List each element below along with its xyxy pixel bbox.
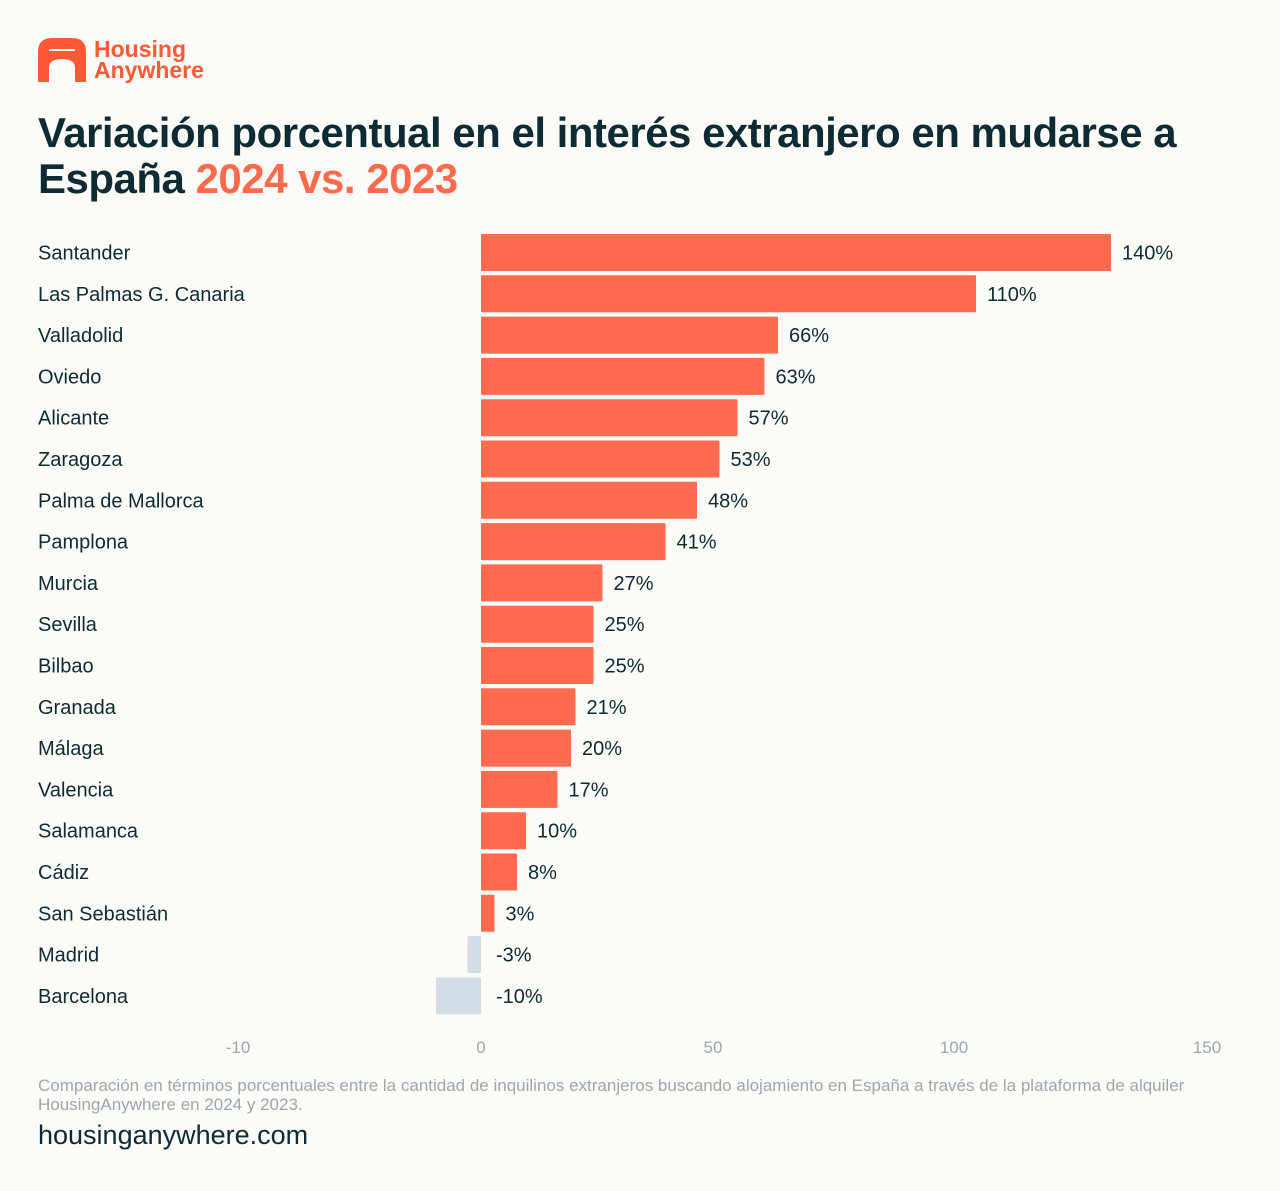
bar-chart: Santander 140% Las Palmas G. Canaria 110% Va… [38, 234, 1221, 1057]
category-label: Bilbao [38, 656, 94, 678]
category-label: Málaga [38, 738, 104, 760]
brand-name: Housing Anywhere [94, 36, 204, 83]
chart-title: Variación porcentual en el interés extra… [38, 110, 1248, 202]
x-tick-label: 50 [704, 1038, 723, 1057]
bar [481, 357, 765, 395]
category-label: Santander [38, 243, 131, 265]
value-label: 25% [605, 614, 645, 636]
bar [436, 977, 481, 1015]
brand-logo: Housing Anywhere [38, 38, 204, 82]
value-label: 17% [569, 779, 609, 801]
bar [481, 729, 571, 767]
value-label: 53% [731, 449, 771, 471]
website-url: housinganywhere.com [38, 1120, 309, 1150]
category-label: Sevilla [38, 614, 98, 636]
category-label: Oviedo [38, 366, 101, 388]
value-label: 110% [987, 284, 1037, 306]
housinganywhere-logo-icon [38, 38, 86, 82]
bar [481, 399, 738, 437]
value-label: -10% [496, 986, 543, 1008]
category-label: Zaragoza [38, 449, 123, 471]
bar [481, 275, 976, 313]
value-label: 63% [776, 366, 816, 388]
category-label: Salamanca [38, 821, 139, 843]
value-label: 8% [528, 862, 557, 884]
category-label: Palma de Mallorca [38, 490, 205, 512]
bar [481, 523, 666, 561]
x-tick-label: 0 [476, 1038, 485, 1057]
value-label: 3% [506, 903, 535, 925]
category-label: Murcia [38, 573, 99, 595]
category-label: Barcelona [38, 986, 129, 1008]
bar [481, 688, 576, 726]
value-label: 21% [587, 697, 627, 719]
bar [481, 894, 495, 932]
value-label: 10% [537, 821, 577, 843]
brand-name-line2: Anywhere [94, 57, 204, 83]
category-label: Pamplona [38, 532, 129, 554]
bar [481, 234, 1111, 271]
chart-footnote: Comparación en términos porcentuales ent… [38, 1076, 1185, 1114]
category-label: Valladolid [38, 325, 123, 347]
value-label: -3% [496, 945, 532, 967]
value-label: 66% [789, 325, 829, 347]
category-label: Cádiz [38, 862, 89, 884]
category-label: Madrid [38, 945, 99, 967]
bar [481, 605, 594, 643]
value-label: 48% [708, 490, 748, 512]
chart-title-highlight: 2024 vs. 2023 [195, 155, 459, 202]
category-label: Valencia [38, 779, 114, 801]
bar [481, 770, 558, 808]
value-label: 57% [749, 408, 789, 430]
value-label: 140% [1122, 243, 1173, 265]
bar [481, 481, 697, 519]
bar [481, 564, 603, 602]
value-label: 20% [582, 738, 622, 760]
x-tick-label: 150 [1193, 1038, 1221, 1057]
bar [481, 440, 720, 478]
category-label: San Sebastián [38, 903, 168, 925]
chart-title-main: Variación porcentual en el interés extra… [38, 109, 1177, 202]
value-label: 25% [605, 656, 645, 678]
category-label: Las Palmas G. Canaria [38, 284, 246, 306]
bar [481, 812, 526, 850]
category-label: Alicante [38, 408, 109, 430]
bar [481, 853, 517, 891]
value-label: 41% [677, 532, 717, 554]
value-label: 27% [614, 573, 654, 595]
bar [481, 647, 594, 684]
x-tick-label: 100 [940, 1038, 968, 1057]
x-tick-label: -10 [226, 1038, 251, 1057]
category-label: Granada [38, 697, 117, 719]
brand-name-line1: Housing [94, 36, 186, 62]
bar [467, 936, 481, 974]
bar [481, 316, 778, 354]
